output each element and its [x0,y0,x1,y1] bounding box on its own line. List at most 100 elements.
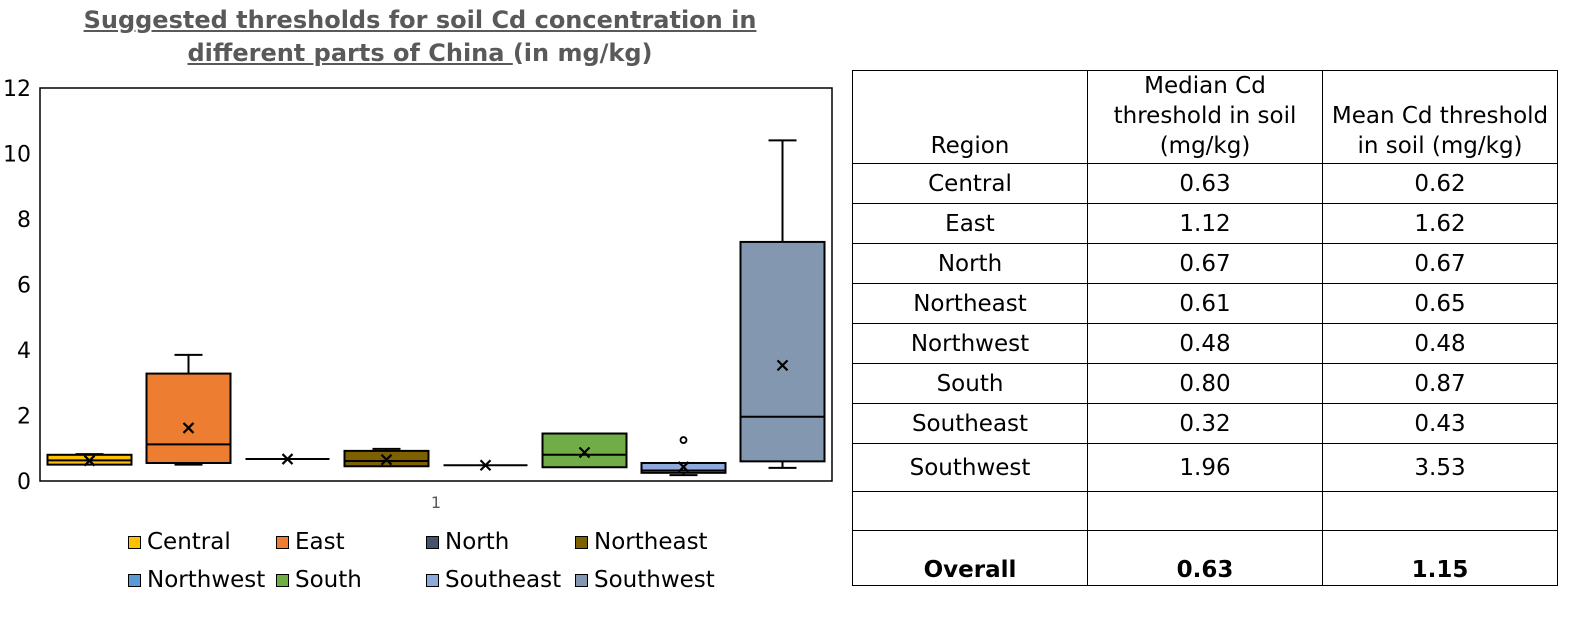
mean-marker [677,461,690,473]
table-cell-region: East [852,203,1088,244]
legend-swatch [575,573,588,587]
table-cell-median [1087,491,1323,531]
y-tick-label: 2 [17,405,31,430]
legend-label: Southwest [594,567,715,593]
table-cell-mean: 0.62 [1322,163,1558,204]
legend-label: East [295,529,345,555]
mean-marker [479,459,492,472]
table-cell-mean: 0.67 [1322,243,1558,284]
mean-marker [776,359,789,372]
table-header-mean: Mean Cd threshold in soil (mg/kg) [1322,70,1558,164]
box-southwest [739,139,826,469]
legend-swatch [575,535,588,549]
box-east [145,353,232,466]
table-cell-mean: 0.48 [1322,323,1558,364]
legend-label: Northwest [147,567,266,593]
y-tick-label: 0 [17,470,31,495]
table-row: Southeast 0.32 0.43 [852,403,1558,444]
legend-label: South [295,567,362,593]
box-southeast [640,436,727,477]
box-iqr [145,372,232,464]
y-tick-label: 8 [17,208,31,233]
table-cell-median: 0.61 [1087,283,1323,324]
table-cell-region: Southwest [852,443,1088,492]
table-row: Northwest 0.48 0.48 [852,323,1558,364]
table-cell-mean: 0.43 [1322,403,1558,444]
table-cell-region [852,491,1088,531]
legend-item: Central [128,528,231,556]
table-cell-region: Northeast [852,283,1088,324]
chart-title: Suggested thresholds for soil Cd concent… [40,4,800,70]
table-row-overall: Overall 0.63 1.15 [852,530,1558,586]
legend-item: Southeast [426,566,561,594]
box-northwest [443,459,528,472]
table-cell-region: Southeast [852,403,1088,444]
table-row: Northeast 0.61 0.65 [852,283,1558,324]
legend-item: South [276,566,362,594]
table-cell-median: 1.96 [1087,443,1323,492]
mean-marker [281,453,294,465]
table-cell-region: Northwest [852,323,1088,364]
table-cell-overall-mean: 1.15 [1322,530,1558,586]
table-cell-overall-median: 0.63 [1087,530,1323,586]
table-cell-median: 0.67 [1087,243,1323,284]
legend-label: North [445,529,510,555]
table-cell-mean: 1.62 [1322,203,1558,244]
box-northeast [343,447,430,468]
threshold-table: Region Median Cd threshold in soil (mg/k… [852,70,1558,586]
table-row: North 0.67 0.67 [852,243,1558,284]
box-south [541,432,628,469]
table-header-region: Region [852,70,1088,164]
table-cell-mean: 0.87 [1322,363,1558,404]
legend-swatch [426,535,439,549]
mean-marker [578,446,591,459]
outlier-point [679,436,688,444]
table-cell-median: 0.32 [1087,403,1323,444]
chart-title-main: Suggested thresholds for soil Cd concent… [83,6,757,67]
legend-item: North [426,528,509,556]
table-row [852,491,1558,531]
mean-marker [182,422,195,434]
table-cell-overall-label: Overall [852,530,1088,586]
legend-label: Southeast [445,567,562,593]
legend-label: Central [147,529,231,555]
table-header-row: Region Median Cd threshold in soil (mg/k… [852,70,1558,164]
y-tick-label: 10 [3,143,31,168]
table-cell-median: 0.63 [1087,163,1323,204]
table-row: Southwest 1.96 3.53 [852,443,1558,492]
legend-swatch [128,573,141,587]
table-cell-mean: 3.53 [1322,443,1558,492]
table-cell-region: North [852,243,1088,284]
table-cell-region: South [852,363,1088,404]
legend-item: Northeast [575,528,708,556]
table-cell-median: 1.12 [1087,203,1323,244]
table-row: Central 0.63 0.62 [852,163,1558,204]
y-tick-label: 6 [17,274,31,299]
table-cell-region: Central [852,163,1088,204]
legend-label: Northeast [594,529,708,555]
x-tick-label: 1 [431,493,441,512]
legend-swatch [426,573,439,587]
y-tick-label: 4 [17,339,31,364]
legend-item: Northwest [128,566,265,594]
table-row: South 0.80 0.87 [852,363,1558,404]
mean-marker [380,453,393,466]
legend-item: Southwest [575,566,715,594]
box-iqr [541,432,628,469]
table-header-median: Median Cd threshold in soil (mg/kg) [1087,70,1323,164]
table-cell-mean [1322,491,1558,531]
y-tick-label: 12 [3,77,31,102]
legend-swatch [276,535,289,549]
table-row: East 1.12 1.62 [852,203,1558,244]
table-cell-mean: 0.65 [1322,283,1558,324]
chart-title-unit: (in mg/kg) [512,39,653,67]
legend-item: East [276,528,345,556]
legend-swatch [276,573,289,587]
table-cell-median: 0.80 [1087,363,1323,404]
mean-marker [83,454,96,467]
box-central [46,453,133,467]
legend-swatch [128,535,141,549]
box-north [245,453,330,465]
table-cell-median: 0.48 [1087,323,1323,364]
box-iqr [739,240,826,463]
